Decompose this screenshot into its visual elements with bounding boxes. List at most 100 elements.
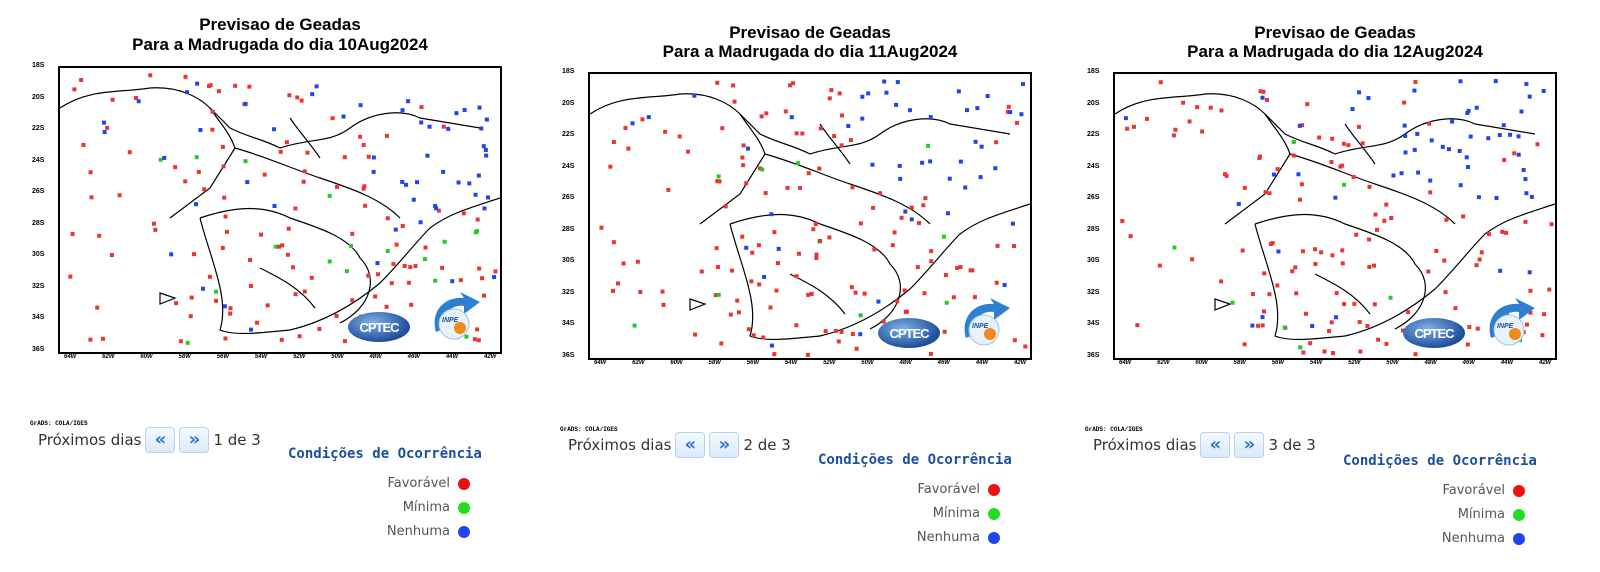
station-marker xyxy=(464,334,469,339)
station-marker xyxy=(262,172,267,177)
station-marker xyxy=(964,108,969,113)
station-marker xyxy=(409,302,414,307)
x-tick-label: 44W xyxy=(975,360,989,366)
station-marker xyxy=(1275,283,1280,288)
border-line xyxy=(234,147,401,219)
station-marker xyxy=(400,108,405,113)
station-marker xyxy=(207,274,212,279)
station-marker xyxy=(795,161,800,166)
station-marker xyxy=(1023,344,1028,349)
border-line xyxy=(819,203,1030,337)
station-marker xyxy=(70,232,75,237)
station-marker xyxy=(750,250,755,255)
legend-title: Condições de Ocorrência xyxy=(1343,453,1537,469)
page-indicator: 2 de 3 xyxy=(743,436,791,454)
station-marker xyxy=(951,295,956,300)
prev-days-button[interactable]: « xyxy=(675,432,706,458)
station-marker xyxy=(832,134,837,139)
station-marker xyxy=(979,144,984,149)
page-indicator: 1 de 3 xyxy=(213,431,261,449)
station-marker xyxy=(916,221,921,226)
x-tick-label: 56W xyxy=(216,354,230,360)
x-tick-label: 58W xyxy=(178,354,191,360)
station-marker xyxy=(1333,195,1338,200)
station-marker xyxy=(414,180,419,185)
y-tick-label: 32S xyxy=(1087,288,1100,296)
station-marker xyxy=(434,206,439,211)
station-marker xyxy=(944,300,949,305)
station-marker xyxy=(330,116,335,121)
station-marker xyxy=(477,105,482,110)
station-marker xyxy=(994,140,999,145)
station-marker xyxy=(827,235,832,240)
station-marker xyxy=(1322,349,1327,354)
station-marker xyxy=(245,180,250,185)
station-marker xyxy=(955,265,960,270)
station-marker xyxy=(1357,320,1362,325)
station-marker xyxy=(1365,324,1370,329)
station-marker xyxy=(1403,133,1408,138)
station-marker xyxy=(79,78,84,83)
station-marker xyxy=(362,184,367,189)
station-marker xyxy=(1413,79,1418,84)
station-marker xyxy=(611,288,616,293)
station-marker xyxy=(796,251,801,256)
station-marker xyxy=(277,244,282,249)
station-marker xyxy=(476,338,481,343)
station-marker xyxy=(1501,123,1506,128)
station-marker xyxy=(862,291,867,296)
station-marker xyxy=(716,174,721,179)
station-marker xyxy=(458,278,463,283)
station-marker xyxy=(943,273,948,278)
station-marker xyxy=(1504,230,1509,235)
legend-label: Nenhuma xyxy=(916,530,980,545)
station-marker xyxy=(1521,167,1526,172)
station-marker xyxy=(666,187,671,192)
station-marker xyxy=(846,123,851,128)
station-marker xyxy=(102,130,107,135)
y-tick-label: 18S xyxy=(32,62,45,69)
next-days-button[interactable]: » xyxy=(179,427,210,453)
station-marker xyxy=(871,205,876,210)
station-marker xyxy=(715,179,720,184)
station-marker xyxy=(860,94,865,99)
station-marker xyxy=(1527,94,1532,99)
station-marker xyxy=(926,143,931,148)
y-tick-label: 28S xyxy=(32,219,45,227)
station-marker xyxy=(285,252,290,257)
next-days-button[interactable]: » xyxy=(709,432,740,458)
y-tick-label: 28S xyxy=(1087,225,1100,233)
forecast-panel-3: Previsao de Geadas Para a Madrugada do d… xyxy=(1085,0,1600,572)
station-marker xyxy=(1333,315,1338,320)
legend-label: Mínima xyxy=(932,506,980,521)
station-marker xyxy=(1276,249,1281,254)
legend-item-minima: Mínima xyxy=(1365,507,1525,522)
next-days-button[interactable]: » xyxy=(1234,432,1265,458)
station-marker xyxy=(483,147,488,152)
prev-days-button[interactable]: « xyxy=(145,427,176,453)
station-marker xyxy=(1528,288,1533,293)
station-marker xyxy=(744,245,749,250)
station-marker xyxy=(1466,108,1471,113)
legend-item-favoravel: Favorável xyxy=(1365,483,1525,498)
nenhuma-dot-icon xyxy=(988,531,1000,544)
station-marker xyxy=(305,150,310,155)
station-marker xyxy=(774,288,779,293)
station-marker xyxy=(661,302,666,307)
border-line xyxy=(1254,214,1426,330)
legend-label: Mínima xyxy=(402,500,450,515)
nav-label: Próximos dias xyxy=(568,436,672,454)
station-marker xyxy=(833,328,838,333)
station-marker xyxy=(794,274,799,279)
station-marker xyxy=(942,329,947,334)
station-marker xyxy=(818,238,823,243)
minima-dot-icon xyxy=(988,507,1000,520)
legend-label: Mínima xyxy=(1457,507,1505,522)
station-marker xyxy=(923,196,928,201)
station-marker xyxy=(720,126,725,131)
cptec-logo-icon: CPTEC xyxy=(1403,318,1465,348)
prev-days-button[interactable]: « xyxy=(1200,432,1231,458)
station-marker xyxy=(248,283,253,288)
station-marker xyxy=(314,84,319,89)
station-marker xyxy=(183,179,188,184)
